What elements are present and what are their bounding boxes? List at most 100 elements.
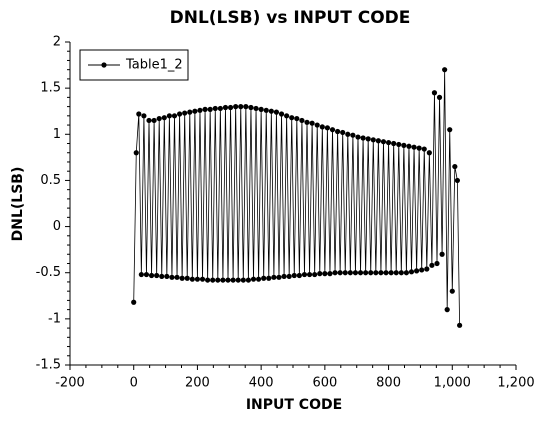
data-point bbox=[306, 271, 313, 278]
data-point bbox=[419, 267, 425, 273]
data-point bbox=[184, 275, 190, 281]
x-tick-label: 200 bbox=[185, 376, 210, 391]
data-point bbox=[261, 275, 267, 281]
data-point bbox=[416, 145, 422, 151]
data-point bbox=[329, 127, 336, 133]
data-point bbox=[266, 275, 272, 281]
data-point bbox=[169, 274, 175, 280]
data-point bbox=[436, 94, 443, 100]
data-point bbox=[161, 115, 167, 121]
data-point bbox=[442, 67, 448, 73]
y-tick-label: 0 bbox=[53, 219, 61, 234]
data-point bbox=[133, 150, 139, 156]
data-point bbox=[245, 277, 251, 283]
data-point bbox=[278, 111, 285, 117]
data-point bbox=[199, 276, 206, 282]
data-point bbox=[291, 272, 297, 279]
data-point bbox=[205, 277, 211, 283]
data-point bbox=[301, 271, 308, 278]
data-point bbox=[141, 113, 147, 119]
data-point bbox=[322, 271, 328, 277]
data-point bbox=[263, 107, 269, 113]
x-tick-label: 800 bbox=[376, 376, 401, 391]
data-point bbox=[393, 270, 399, 276]
data-point bbox=[151, 117, 157, 124]
data-point bbox=[444, 307, 450, 313]
data-point bbox=[179, 275, 185, 281]
data-point bbox=[281, 273, 287, 280]
data-point bbox=[340, 129, 346, 136]
data-point bbox=[131, 299, 137, 305]
data-point bbox=[324, 125, 331, 131]
data-point bbox=[421, 146, 427, 152]
data-point bbox=[457, 322, 463, 328]
data-point bbox=[176, 111, 183, 117]
data-point bbox=[276, 274, 282, 280]
data-point bbox=[271, 274, 277, 280]
data-point bbox=[286, 273, 292, 280]
x-tick-label: 600 bbox=[312, 376, 337, 391]
data-point bbox=[431, 90, 438, 96]
data-point bbox=[357, 270, 364, 276]
data-point bbox=[319, 124, 325, 130]
legend-marker bbox=[101, 62, 107, 68]
data-point bbox=[187, 109, 193, 115]
data-point bbox=[408, 269, 415, 275]
x-tick-label: 1,200 bbox=[497, 376, 534, 391]
data-point bbox=[240, 277, 246, 283]
data-point bbox=[370, 137, 376, 143]
data-point bbox=[284, 113, 290, 119]
data-point bbox=[154, 272, 160, 279]
data-point bbox=[454, 177, 460, 184]
data-point bbox=[388, 270, 394, 276]
data-point bbox=[350, 132, 356, 138]
data-point bbox=[273, 109, 280, 115]
data-point bbox=[309, 120, 315, 126]
data-point bbox=[342, 270, 348, 276]
y-tick-label: -1.5 bbox=[36, 358, 61, 373]
data-point bbox=[317, 271, 323, 277]
data-point bbox=[233, 104, 239, 110]
data-point bbox=[403, 270, 410, 276]
data-point bbox=[138, 271, 144, 278]
y-tick-label: -1 bbox=[48, 311, 61, 326]
data-point bbox=[215, 277, 221, 283]
y-tick-label: 1.5 bbox=[40, 81, 61, 96]
data-point bbox=[337, 270, 343, 276]
data-point bbox=[217, 105, 223, 112]
data-point bbox=[189, 276, 195, 282]
data-point bbox=[238, 104, 244, 110]
data-point bbox=[347, 270, 353, 276]
y-axis-label: DNL(LSB) bbox=[10, 167, 26, 242]
data-point bbox=[434, 260, 440, 267]
data-point bbox=[225, 277, 231, 283]
x-tick-label: 1,000 bbox=[434, 376, 471, 391]
data-point bbox=[210, 277, 216, 283]
data-point bbox=[159, 273, 165, 280]
data-point bbox=[156, 115, 162, 122]
data-point bbox=[143, 271, 150, 278]
data-point bbox=[398, 270, 404, 276]
data-point bbox=[194, 276, 201, 282]
data-point bbox=[174, 274, 180, 280]
data-point bbox=[414, 268, 420, 274]
y-tick-label: 0.5 bbox=[40, 173, 61, 188]
data-point bbox=[220, 277, 226, 283]
data-point bbox=[243, 104, 249, 110]
data-point bbox=[258, 106, 264, 112]
data-point bbox=[363, 270, 369, 276]
data-point bbox=[375, 138, 381, 144]
x-tick-label: 400 bbox=[249, 376, 274, 391]
data-point bbox=[396, 141, 402, 148]
x-tick-label: 0 bbox=[130, 376, 138, 391]
data-point bbox=[136, 111, 142, 117]
data-point bbox=[192, 108, 198, 114]
data-point bbox=[294, 115, 300, 122]
data-point bbox=[406, 143, 412, 149]
data-point bbox=[312, 271, 318, 278]
data-point bbox=[429, 262, 435, 268]
data-point bbox=[197, 107, 203, 113]
data-point bbox=[452, 163, 458, 170]
data-point bbox=[345, 131, 351, 137]
data-point bbox=[368, 270, 374, 276]
